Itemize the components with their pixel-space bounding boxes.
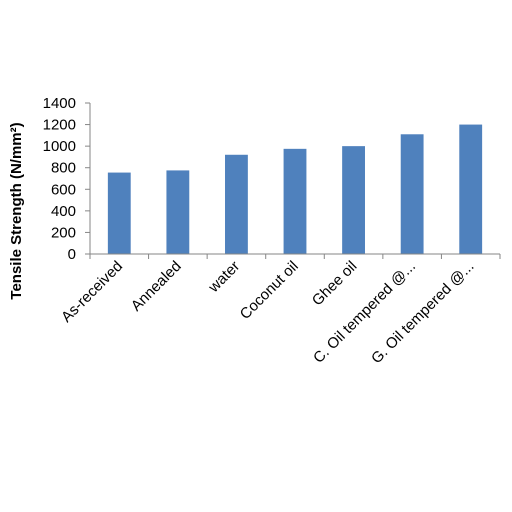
bar-3 <box>225 154 248 254</box>
y-tick-label: 200 <box>51 224 76 241</box>
x-tick-label: G. Oil tempered @... <box>368 258 477 367</box>
x-tick-label: water <box>205 258 244 297</box>
bar-2 <box>166 170 190 254</box>
x-tick-label: Ghee oil <box>309 258 361 310</box>
x-tick-label: Annealed <box>128 258 185 315</box>
y-tick-label: 0 <box>68 246 76 263</box>
bar-6 <box>400 134 424 254</box>
bar-1 <box>107 172 131 254</box>
bars-group <box>107 124 483 254</box>
y-tick-label: 1000 <box>43 138 76 155</box>
y-tick-label: 600 <box>51 181 76 198</box>
bar-7 <box>459 124 483 254</box>
y-tick-label: 1400 <box>43 95 76 112</box>
bar-4 <box>283 148 307 254</box>
y-axis-title: Tensile Strength (N/mm²) <box>8 122 25 299</box>
y-tick-label: 800 <box>51 160 76 177</box>
bar-5 <box>342 146 365 254</box>
x-tick-label: Coconut oil <box>237 258 302 323</box>
x-tick-label: C. Oil tempered @... <box>310 258 419 367</box>
x-tick-label: As-received <box>58 258 126 326</box>
axes-group <box>85 102 501 259</box>
y-tick-label: 400 <box>51 203 76 220</box>
y-tick-labels: 0 200 400 600 800 1000 1200 1400 <box>43 95 76 263</box>
y-tick-label: 1200 <box>43 117 76 134</box>
